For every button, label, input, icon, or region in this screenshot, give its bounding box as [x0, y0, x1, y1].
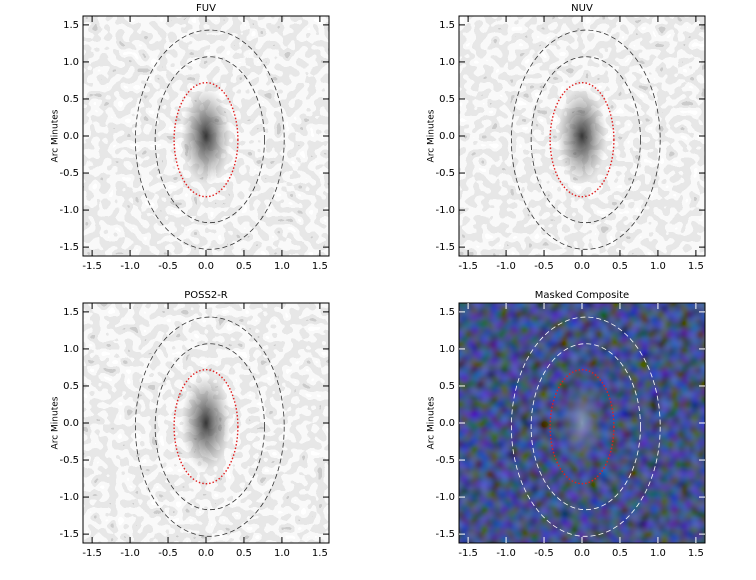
- x-tick-label: 1.0: [274, 548, 290, 559]
- x-tick-label: 0.0: [198, 261, 214, 272]
- y-tick-label: -1.0: [435, 492, 455, 503]
- y-tick-label: -1.5: [435, 242, 455, 253]
- galaxy-glow: [181, 375, 231, 471]
- panel-title: POSS2-R: [184, 290, 228, 301]
- ellipse-region: [173, 368, 239, 485]
- y-tick-label: -1.0: [435, 205, 455, 216]
- x-tick-label: -1.5: [82, 261, 102, 272]
- x-tick-label: 0.5: [236, 548, 252, 559]
- y-tick-label: 1.5: [63, 307, 79, 318]
- y-tick-label: 0.5: [63, 94, 79, 105]
- x-tick-label: 0.0: [574, 548, 590, 559]
- y-tick-label: 1.5: [63, 20, 79, 31]
- y-tick-label: -0.5: [59, 455, 79, 466]
- y-tick-label: -1.5: [59, 529, 79, 540]
- x-tick-label: 1.0: [650, 548, 666, 559]
- x-tick-label: 0.5: [612, 261, 628, 272]
- ellipse-region: [154, 56, 265, 224]
- panel-title: Masked Composite: [535, 290, 629, 301]
- y-tick-label: 1.5: [439, 307, 455, 318]
- y-axis-label: Arc Minutes: [51, 396, 61, 449]
- y-tick-label: -1.0: [59, 205, 79, 216]
- ellipse-region: [134, 29, 285, 250]
- x-tick-label: -1.5: [82, 548, 102, 559]
- y-tick-label: 0.5: [439, 381, 455, 392]
- y-axis-label: Arc Minutes: [427, 396, 437, 449]
- ellipse-region: [530, 343, 641, 511]
- galaxy-glow: [557, 375, 607, 471]
- y-tick-label: 0.0: [63, 418, 79, 429]
- panel-title: FUV: [196, 3, 216, 14]
- y-tick-label: -0.5: [435, 455, 455, 466]
- ellipse-region: [134, 316, 285, 537]
- galaxy-glow: [181, 88, 231, 184]
- y-tick-label: 0.5: [439, 94, 455, 105]
- x-tick-label: 0.0: [574, 261, 590, 272]
- y-tick-label: -1.5: [435, 529, 455, 540]
- ellipse-region: [549, 81, 615, 198]
- panel-title: NUV: [571, 3, 593, 14]
- ellipse-region: [530, 56, 641, 224]
- y-tick-label: -0.5: [435, 168, 455, 179]
- y-tick-label: 0.0: [63, 131, 79, 142]
- y-tick-label: 0.5: [63, 381, 79, 392]
- y-tick-label: 1.0: [439, 57, 455, 68]
- x-tick-label: 0.5: [236, 261, 252, 272]
- y-tick-label: -0.5: [59, 168, 79, 179]
- x-tick-label: 0.0: [198, 548, 214, 559]
- x-tick-label: -1.0: [120, 261, 140, 272]
- y-tick-label: 1.5: [439, 20, 455, 31]
- y-tick-label: 1.0: [439, 344, 455, 355]
- y-axis-label: Arc Minutes: [51, 109, 61, 162]
- x-tick-label: -0.5: [158, 261, 178, 272]
- y-tick-label: 0.0: [439, 418, 455, 429]
- x-tick-label: 1.0: [274, 261, 290, 272]
- x-tick-label: -0.5: [534, 548, 554, 559]
- x-tick-label: 1.0: [650, 261, 666, 272]
- y-axis-label: Arc Minutes: [427, 109, 437, 162]
- x-tick-label: 1.5: [312, 548, 328, 559]
- ellipse-region: [510, 29, 661, 250]
- galaxy-glow: [557, 88, 607, 184]
- x-tick-label: 1.5: [312, 261, 328, 272]
- ellipse-region: [154, 343, 265, 511]
- y-tick-label: 0.0: [439, 131, 455, 142]
- ellipse-region: [510, 316, 661, 537]
- x-tick-label: -1.5: [458, 548, 478, 559]
- x-tick-label: 1.5: [688, 548, 704, 559]
- x-tick-label: -1.5: [458, 261, 478, 272]
- x-tick-label: -0.5: [534, 261, 554, 272]
- y-tick-label: 1.0: [63, 344, 79, 355]
- x-tick-label: -1.0: [120, 548, 140, 559]
- ellipse-region: [549, 368, 615, 485]
- x-tick-label: 1.5: [688, 261, 704, 272]
- x-tick-label: -1.0: [496, 548, 516, 559]
- ellipse-region: [173, 81, 239, 198]
- x-tick-label: -0.5: [158, 548, 178, 559]
- x-tick-label: 0.5: [612, 548, 628, 559]
- y-tick-label: -1.0: [59, 492, 79, 503]
- y-tick-label: 1.0: [63, 57, 79, 68]
- y-tick-label: -1.5: [59, 242, 79, 253]
- x-tick-label: -1.0: [496, 261, 516, 272]
